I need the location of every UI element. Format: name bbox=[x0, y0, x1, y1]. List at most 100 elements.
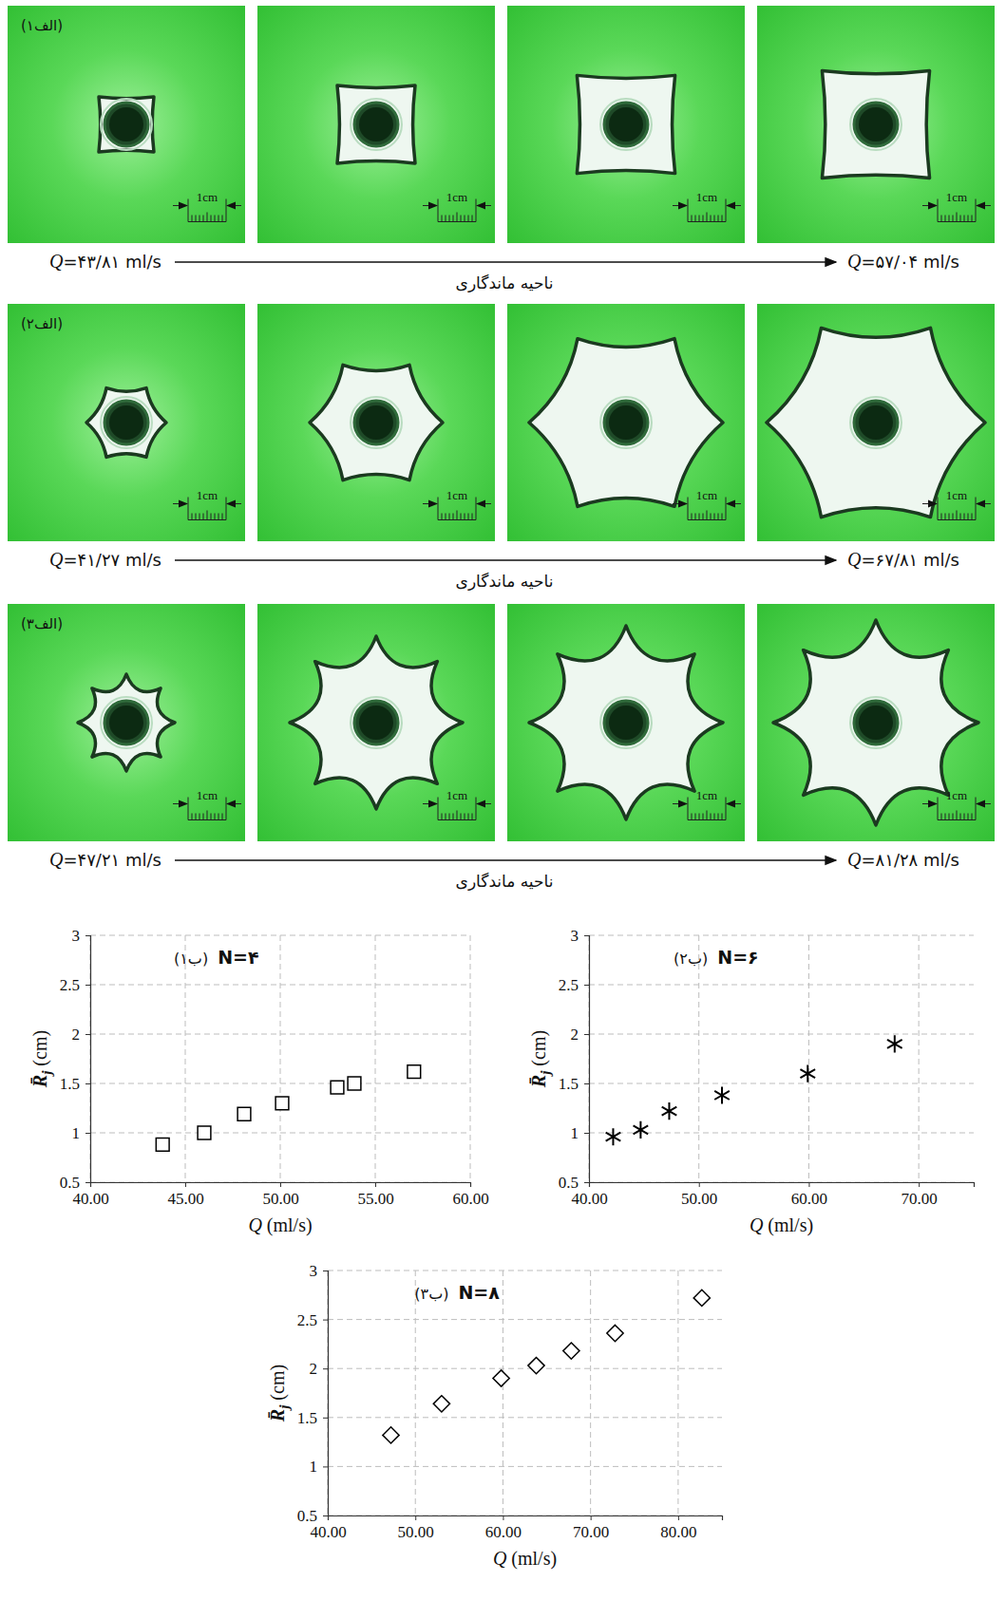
jump-shape-group bbox=[309, 364, 443, 480]
photo-background bbox=[257, 303, 495, 542]
scale-bar-tick bbox=[437, 497, 439, 521]
y-tick: 2.5 bbox=[558, 976, 589, 995]
panel-label: (ب۳) bbox=[414, 1285, 449, 1304]
photo-background bbox=[7, 5, 246, 244]
scale-bar-tick bbox=[441, 513, 443, 521]
panel-label: (الف۳) bbox=[20, 615, 63, 633]
outlet-ring bbox=[354, 701, 399, 745]
outlet-outer-ring bbox=[350, 397, 402, 449]
y-tick-label: 2 bbox=[309, 1360, 319, 1379]
photo-background bbox=[7, 604, 246, 842]
x-axis: 40.0050.0060.0070.0080.00 bbox=[309, 1516, 722, 1542]
data-point bbox=[347, 1077, 361, 1091]
outlet-outer-ring bbox=[350, 697, 402, 749]
x-tick: 80.00 bbox=[660, 1516, 697, 1542]
scale-bar: 1cm bbox=[672, 788, 741, 821]
scale-bar-tick bbox=[718, 215, 720, 223]
outlet-ring bbox=[354, 400, 399, 445]
scale-bar-tick bbox=[449, 814, 451, 821]
jump-shape bbox=[289, 636, 463, 810]
flow-rate-label: Q=۴۳/۸۱ ml/s bbox=[49, 250, 162, 272]
outlet-ring bbox=[104, 102, 149, 147]
y-tick-mark bbox=[322, 1418, 328, 1420]
y-tick-mark bbox=[322, 1466, 328, 1468]
scale-bar-label: 1cm bbox=[946, 788, 968, 803]
y-grid-line bbox=[588, 985, 974, 987]
scale-bar-arrow bbox=[922, 803, 937, 805]
scale-bar-tick bbox=[214, 814, 216, 821]
scale-bar-tick bbox=[191, 215, 193, 223]
scale-bar-tick bbox=[968, 513, 969, 521]
outlet-ring bbox=[854, 701, 898, 745]
x-tick-label: 50.00 bbox=[262, 1190, 299, 1209]
flow-rate-label: Q=۵۷/۰۴ ml/s bbox=[847, 250, 960, 272]
y-grid-line bbox=[327, 1271, 722, 1272]
flow-rate-label: Q=۴۱/۲۷ ml/s bbox=[49, 549, 162, 570]
y-tick-label: 1 bbox=[72, 1124, 81, 1143]
jump-shape bbox=[77, 674, 175, 772]
scale-bar-tick bbox=[210, 215, 212, 223]
scale-bar-tick bbox=[449, 215, 451, 223]
scale-bar-tick bbox=[437, 797, 439, 821]
x-tick-mark bbox=[375, 1182, 377, 1188]
scale-bar-tick bbox=[941, 814, 943, 821]
scale-bar-tick bbox=[475, 199, 477, 223]
x-tick: 55.00 bbox=[357, 1182, 394, 1209]
scale-bar-arrow bbox=[726, 803, 741, 805]
scale-bar-tick bbox=[199, 814, 201, 821]
scale-bar: 1cm bbox=[422, 488, 492, 521]
scale-bar-tick bbox=[952, 215, 954, 223]
outlet-hole bbox=[109, 705, 144, 741]
data-point bbox=[330, 1081, 344, 1095]
x-tick-mark bbox=[280, 1182, 282, 1188]
scale-bar-tick bbox=[937, 199, 939, 223]
data-point bbox=[382, 1427, 399, 1444]
photo-panel: 1cm bbox=[257, 303, 495, 542]
y-tick-label: 0.5 bbox=[558, 1174, 579, 1193]
x-axis: 40.0045.0050.0055.0060.00 bbox=[72, 1182, 489, 1209]
x-grid-line bbox=[375, 935, 377, 1183]
data-point bbox=[607, 1325, 624, 1342]
x-tick-label: 60.00 bbox=[452, 1190, 489, 1209]
scale-bar-tick bbox=[941, 215, 943, 223]
scale-bar-arrow bbox=[422, 205, 437, 207]
scale-bar: 1cm bbox=[672, 488, 741, 521]
scale-bar-tick bbox=[956, 212, 958, 223]
chart: 40.0045.0050.0055.0060.000.511.522.53Q (… bbox=[29, 927, 490, 1237]
scale-bar-arrow bbox=[172, 803, 188, 805]
scale-bar-tick bbox=[975, 497, 977, 521]
jump-shape bbox=[309, 364, 443, 480]
scale-bar-tick bbox=[456, 511, 458, 521]
scale-bar-arrow bbox=[726, 503, 741, 505]
scale-bar-tick bbox=[445, 215, 447, 223]
photo-background bbox=[7, 303, 246, 542]
jump-shape bbox=[821, 70, 930, 178]
y-grid-line bbox=[90, 1133, 471, 1135]
x-axis: 40.0050.0060.0070.00 bbox=[570, 1182, 974, 1209]
scale-bar-tick bbox=[956, 511, 958, 521]
y-tick-mark bbox=[85, 935, 91, 937]
region-caption: ناحیه ماندگاری bbox=[455, 273, 554, 293]
scale-bar-tick bbox=[226, 199, 228, 223]
y-tick-mark bbox=[85, 1083, 91, 1085]
photo-row: 1cm(الف۱)1cm1cm1cmQ=۴۳/۸۱ ml/sQ=۵۷/۰۴ ml… bbox=[7, 5, 995, 293]
y-grid-line bbox=[90, 1083, 471, 1085]
y-tick-label: 3 bbox=[309, 1262, 319, 1281]
scale-bar-tick bbox=[453, 814, 455, 821]
y-grid-line bbox=[588, 935, 974, 937]
outlet-hole bbox=[608, 107, 644, 142]
y-tick-label: 1.5 bbox=[297, 1409, 318, 1428]
data-point bbox=[693, 1290, 710, 1307]
y-tick-mark bbox=[85, 1133, 91, 1135]
plot-background bbox=[90, 935, 471, 1183]
y-axis-title: R̄j (cm) bbox=[29, 1030, 55, 1089]
y-tick: 1.5 bbox=[297, 1409, 328, 1428]
scale-bar-label: 1cm bbox=[946, 189, 968, 205]
photo-content: 1cm bbox=[507, 5, 745, 244]
outlet-ring bbox=[604, 400, 648, 445]
y-axis-title: R̄j (cm) bbox=[266, 1365, 292, 1424]
scale-bar-tick bbox=[468, 215, 470, 223]
y-tick-mark bbox=[322, 1368, 328, 1370]
scale-bar-tick bbox=[214, 215, 216, 223]
scale-bar-arrow bbox=[227, 205, 242, 207]
